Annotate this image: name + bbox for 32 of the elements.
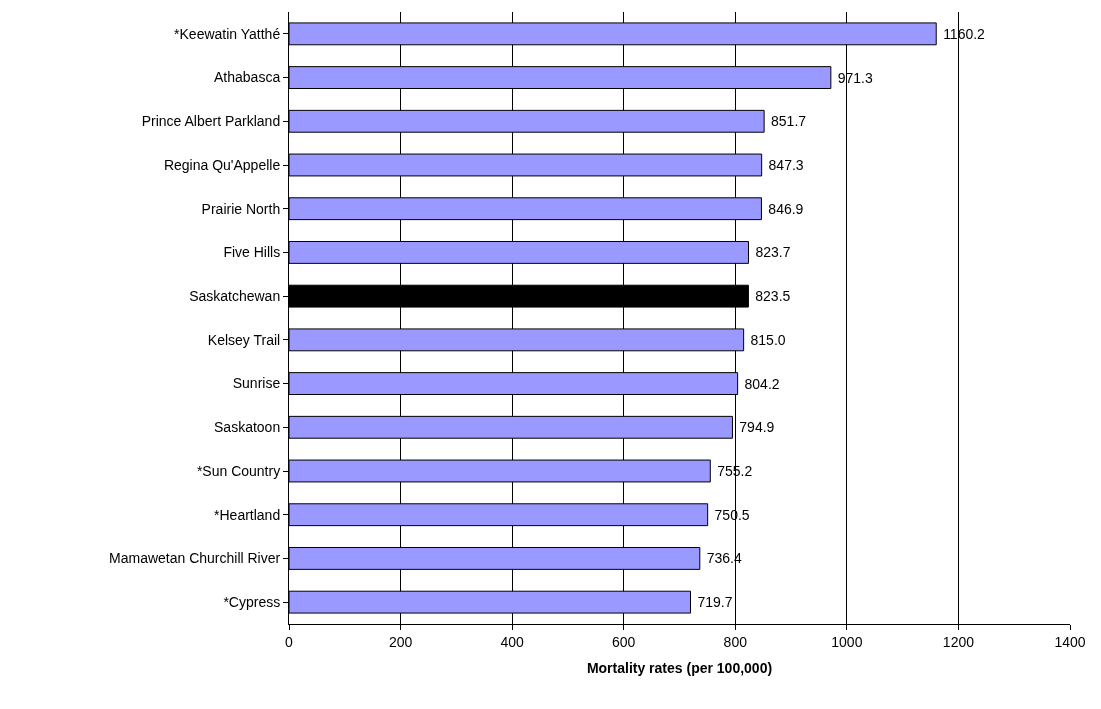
y-tick-label: *Cypress [223, 594, 281, 611]
x-tick-label: 0 [285, 633, 294, 650]
data-label: 804.2 [740, 375, 780, 392]
y-tick-label: Prince Albert Parkland [141, 113, 281, 130]
data-label: 823.7 [751, 244, 791, 261]
data-label: 794.9 [735, 419, 775, 436]
x-axis-title: Mortality rates (per 100,000) [586, 660, 773, 677]
data-label: 823.5 [751, 288, 791, 305]
x-tick-label: 800 [723, 633, 748, 650]
y-tick-label: Mamawetan Churchill River [109, 550, 281, 567]
y-tick-label: *Sun Country [196, 462, 281, 479]
x-tick-label: 600 [612, 633, 636, 650]
y-tick-label: Five Hills [223, 244, 281, 261]
data-label: 719.7 [693, 594, 733, 611]
data-label: 815.0 [746, 331, 786, 348]
x-tick-label: 1400 [1054, 633, 1086, 650]
x-tick-label: 1000 [831, 633, 863, 650]
y-tick-label: Regina Qu'Appelle [163, 156, 281, 173]
y-tick-label: Sunrise [232, 375, 281, 392]
y-tick-label: Saskatchewan [189, 288, 281, 305]
y-tick-label: Saskatoon [214, 419, 281, 436]
y-tick-label: Prairie North [201, 200, 281, 217]
y-tick-label: Athabasca [214, 69, 281, 86]
x-tick-label: 1200 [942, 633, 975, 650]
y-tick-label: Kelsey Trail [207, 331, 281, 348]
y-tick-label: *Heartland [214, 506, 281, 523]
data-label: 846.9 [764, 200, 804, 217]
data-label: 847.3 [764, 157, 804, 173]
x-tick-label: 400 [500, 633, 525, 650]
x-tick-label: 200 [388, 633, 413, 650]
y-tick-label: *Keewatin Yatthé [174, 25, 281, 42]
data-label: 851.7 [767, 113, 807, 130]
